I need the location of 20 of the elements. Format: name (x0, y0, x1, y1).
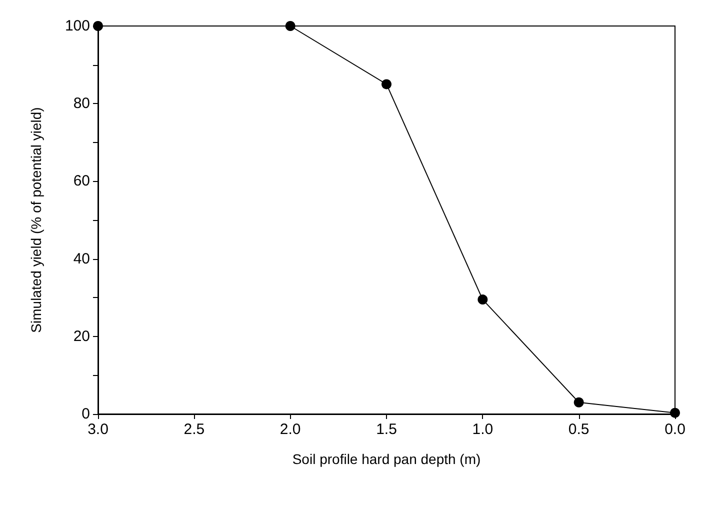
point (478, 294, 488, 305)
y-tick-label: 80 (73, 95, 90, 112)
y-tick-label: 20 (73, 328, 90, 345)
x-tick-label: 2.0 (280, 421, 301, 438)
point (574, 397, 584, 408)
point (382, 79, 392, 90)
x-tick-label: 1.0 (472, 421, 494, 438)
y-tick-label: 40 (73, 250, 90, 268)
x-tick-label: 2.5 (184, 421, 205, 438)
y-tick-label: 0 (82, 406, 90, 422)
x-axis-title: Soil profile hard pan depth (m) (292, 451, 481, 467)
point (670, 408, 680, 418)
x-tick-label: 1.5 (376, 421, 397, 438)
x-tick-label: 3.0 (88, 421, 108, 438)
y-tick-label: 60 (73, 172, 90, 190)
y-tick-label: 100 (64, 18, 90, 34)
x-tick-label: 0.5 (568, 421, 590, 438)
y-axis-title: Simulated yield (% of potential yield) (28, 107, 44, 333)
point (285, 21, 296, 31)
x-tick-label: 0.0 (664, 421, 686, 438)
